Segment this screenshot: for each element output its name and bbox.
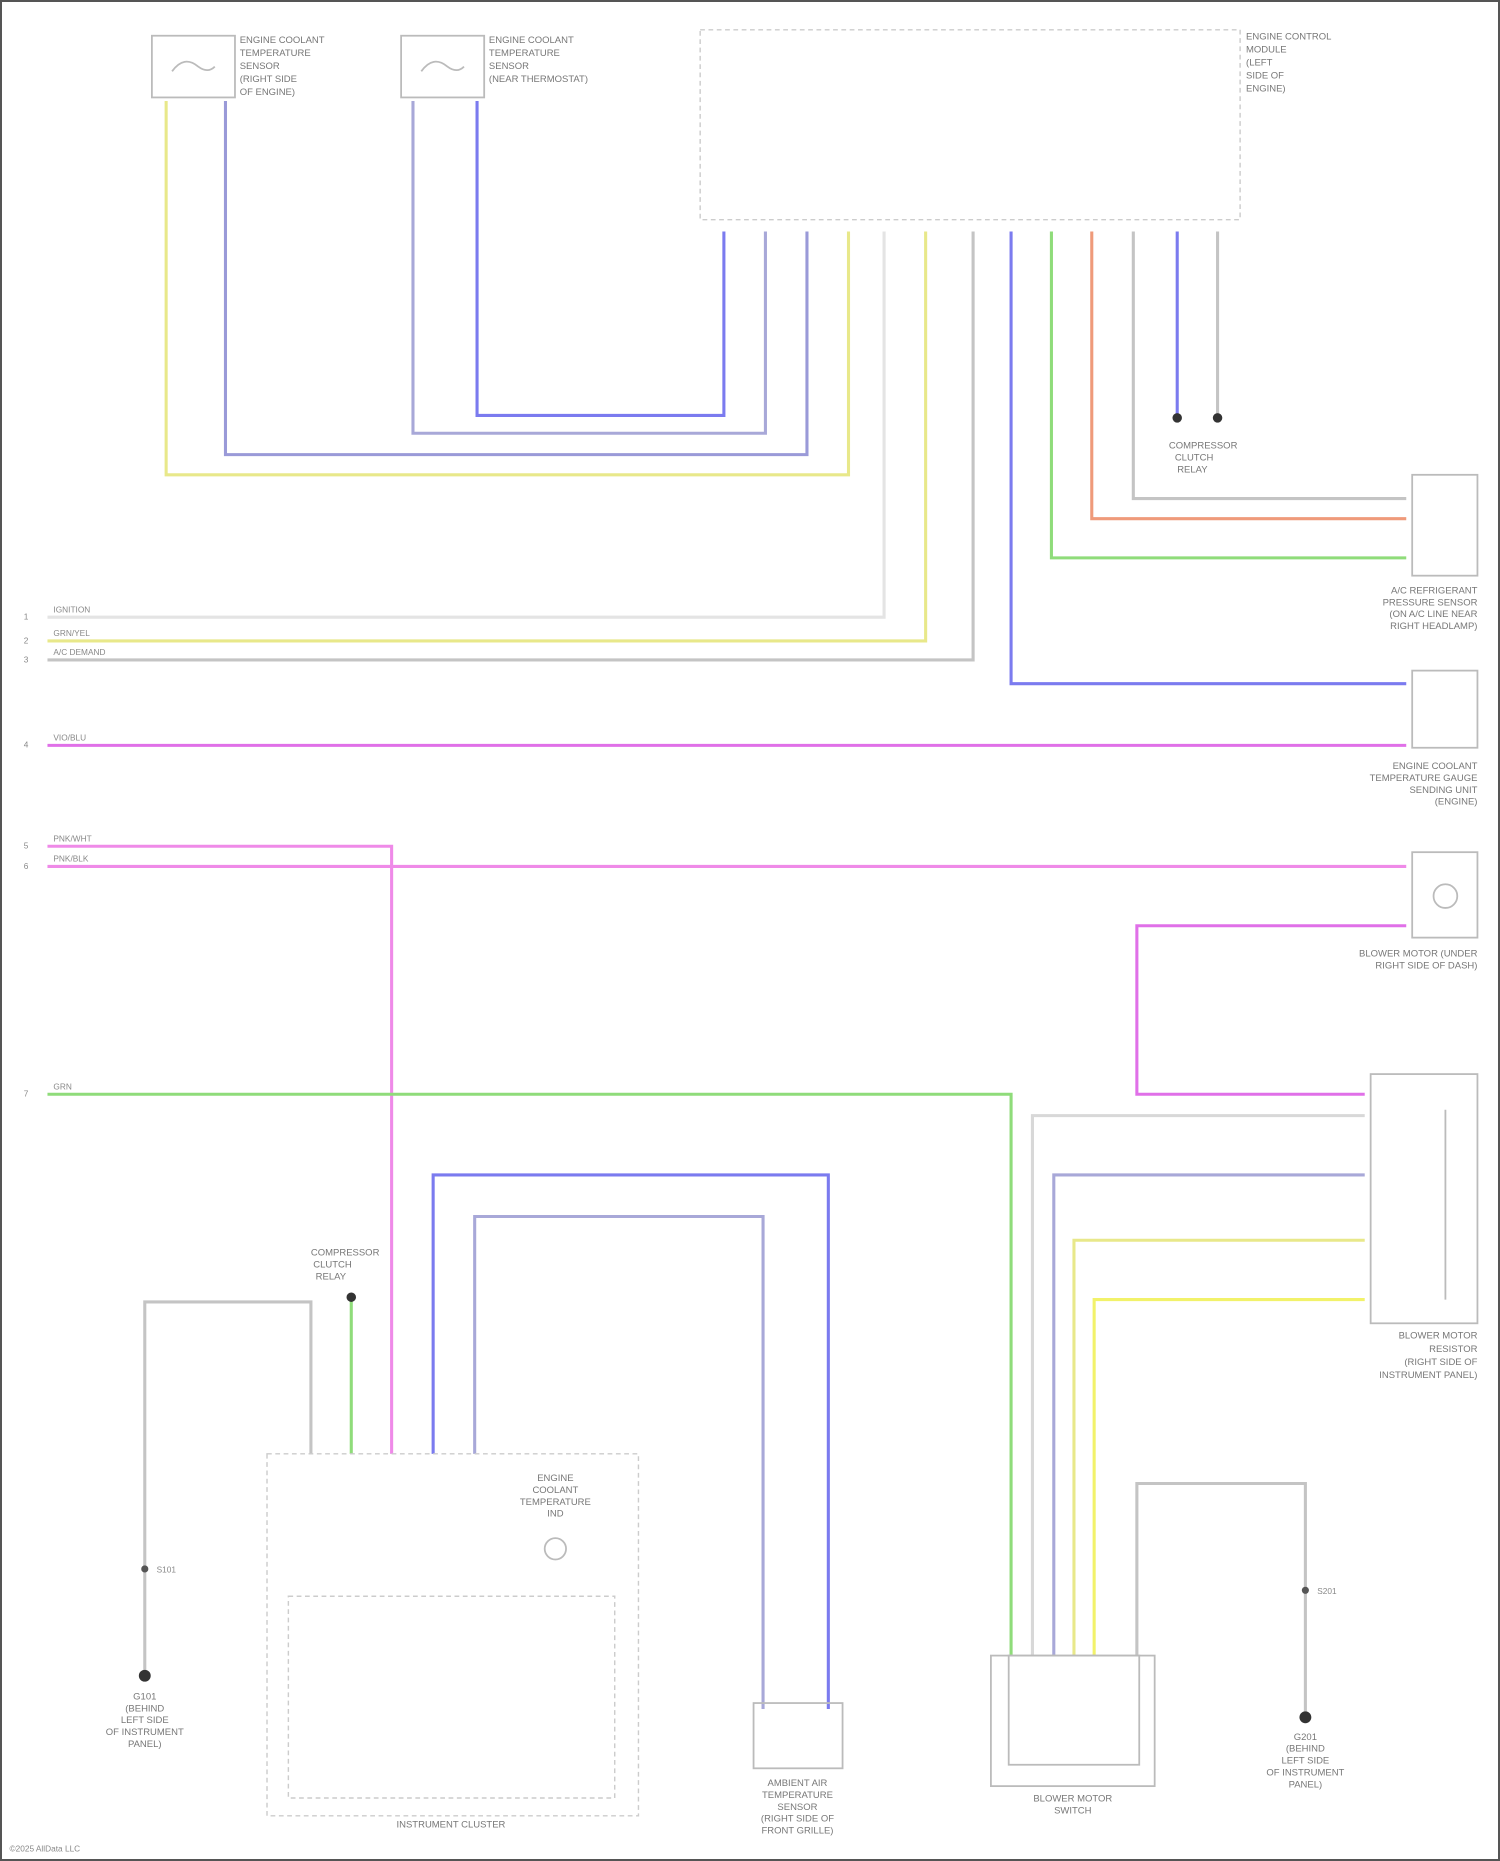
ect-sensor-1: ENGINE COOLANT TEMPERATURE SENSOR (RIGHT SI…: [151, 34, 325, 99]
connector-dot: [1172, 413, 1182, 423]
svg-text:A/C DEMAND: A/C DEMAND: [53, 647, 105, 657]
wire-white: [47, 231, 886, 619]
wire-yellow: [164, 100, 851, 477]
svg-text:2: 2: [24, 635, 29, 645]
svg-text:INSTRUMENT CLUSTER: INSTRUMENT CLUSTER: [396, 1820, 505, 1831]
blower-motor: BLOWER MOTOR (UNDER RIGHT SIDE OF DASH): [1359, 851, 1479, 972]
wire-lavender-3: [1052, 1173, 1365, 1656]
instrument-cluster: ENGINE COOLANT TEMPERATURE IND INSTRUMENT C…: [266, 1453, 640, 1831]
svg-text:PNK/BLK: PNK/BLK: [53, 854, 89, 864]
wire-green: [1049, 231, 1407, 560]
wire-green-2: [47, 1092, 1013, 1656]
wire-grey-2: [1131, 231, 1407, 501]
wire-lavender-2: [411, 100, 767, 435]
wire-yellow-2: [47, 231, 928, 643]
connector-dot: [346, 1292, 357, 1302]
svg-text:3: 3: [24, 654, 29, 664]
svg-text:1: 1: [24, 612, 29, 622]
motor-icon: [1432, 883, 1459, 909]
sensor-symbol-icon: [171, 60, 216, 72]
wire-magenta-2: [1135, 924, 1407, 1096]
wire-yellow-3: [1072, 1238, 1365, 1656]
ground-icon: [138, 1669, 151, 1682]
wire-white-2: [1030, 1114, 1365, 1656]
svg-text:S201: S201: [1317, 1586, 1337, 1596]
wire-red: [1090, 231, 1407, 521]
engine-control-module: ENGINE CONTROL MODULE (LEFT SIDE OF ENGINE): [699, 29, 1331, 221]
ambient-air-temperature-sensor: AMBIENT AIR TEMPERATURE SENSOR (RIGHT SIDE …: [752, 1702, 844, 1837]
svg-text:GRN: GRN: [53, 1082, 71, 1092]
sensor-symbol-icon: [420, 60, 465, 72]
svg-text:VIO/BLU: VIO/BLU: [53, 733, 86, 743]
wire-grey-cluster: [143, 1300, 313, 1674]
blower-motor-resistor: BLOWER MOTOR RESISTOR (RIGHT SIDE OF INSTRU…: [1369, 1073, 1479, 1381]
wire-blue-cluster: [431, 1173, 830, 1709]
ground-right: S201 G201 (BEHIND LEFT SIDE OF INSTRUMENT PA…: [1266, 1586, 1344, 1790]
ground-icon: [1299, 1711, 1312, 1724]
wire-blue-2: [1009, 231, 1407, 686]
wire-blue: [475, 100, 726, 418]
ect-sensor-2: ENGINE COOLANT TEMPERATURE SENSOR (NEAR THE…: [400, 34, 588, 99]
wire-grey: [47, 231, 975, 662]
wire-lavender-cluster: [473, 1214, 765, 1709]
wire-bright-yellow: [1092, 1298, 1365, 1656]
blower-motor-switch: BLOWER MOTOR SWITCH: [990, 1654, 1156, 1817]
svg-text:7: 7: [24, 1089, 29, 1099]
svg-text:5: 5: [24, 841, 29, 851]
footer-copyright: ©2025 AllData LLC: [9, 1843, 80, 1853]
wire-lavender: [223, 100, 809, 457]
ect-gauge-sending-unit: ENGINE COOLANT TEMPERATURE GAUGE SENDING U…: [1370, 669, 1479, 808]
svg-text:6: 6: [24, 861, 29, 871]
svg-text:4: 4: [24, 740, 29, 750]
svg-text:S101: S101: [157, 1565, 177, 1575]
ac-pressure-sensor: A/C REFRIGERANT PRESSURE SENSOR (ON A/C LI…: [1383, 473, 1479, 632]
wire-pink: [47, 844, 394, 1454]
svg-text:IGNITION: IGNITION: [53, 604, 90, 614]
svg-text:PNK/WHT: PNK/WHT: [53, 833, 91, 843]
ground-left: S101 G101 (BEHIND LEFT SIDE OF INSTRUMENT PA…: [106, 1565, 184, 1750]
connector-dot: [1212, 413, 1223, 423]
indicator-lamp-icon: [543, 1537, 567, 1561]
wire-grey-ground: [1135, 1481, 1307, 1715]
svg-text:GRN/YEL: GRN/YEL: [53, 628, 90, 638]
